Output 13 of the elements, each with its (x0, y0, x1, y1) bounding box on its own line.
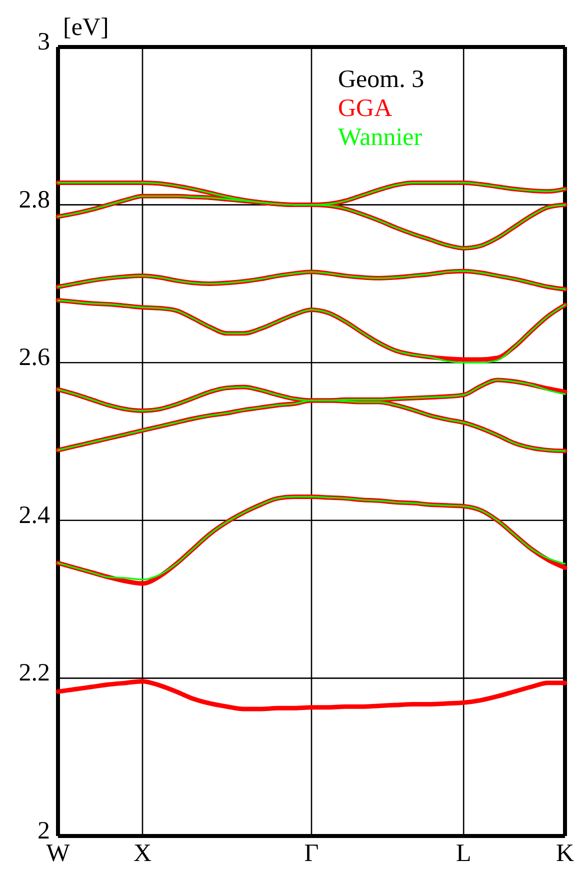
y-tick-label: 2.6 (18, 344, 50, 372)
y-tick-label: 2.2 (18, 660, 50, 687)
y-tick-label: 3 (38, 28, 50, 56)
series-label: Wannier (338, 124, 423, 151)
legend-title: Geom. 3 (338, 66, 424, 93)
y-tick-label: 2.8 (18, 186, 50, 214)
y-tick-label: 2.4 (18, 502, 50, 529)
x-tick-label: K (556, 840, 574, 867)
text: GGA (338, 95, 392, 122)
y-axis-title: [eV] (63, 14, 109, 41)
x-tick-label: Γ (304, 840, 319, 867)
x-tick-label: L (456, 840, 472, 867)
x-tick-label: X (133, 840, 152, 867)
